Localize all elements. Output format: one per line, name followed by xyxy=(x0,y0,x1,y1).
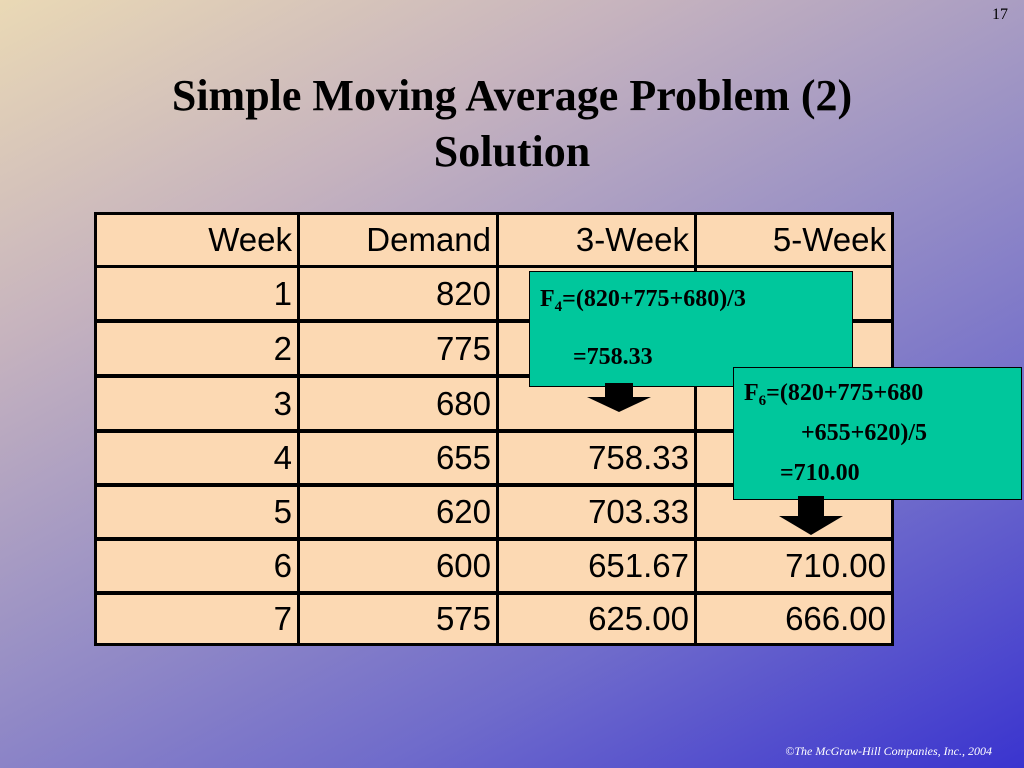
callout-3week-var: F xyxy=(540,286,555,312)
header-week: Week xyxy=(97,215,297,265)
title-line-2: Solution xyxy=(433,127,591,176)
cell-week: 2 xyxy=(97,323,297,374)
cell-5week: 666.00 xyxy=(697,595,891,643)
callout-5week-sub: 6 xyxy=(758,393,767,409)
cell-demand: 820 xyxy=(300,268,496,319)
callout-3week-expr: =(820+775+680)/3 xyxy=(562,286,746,312)
slide-title: Simple Moving Average Problem (2) Soluti… xyxy=(0,68,1024,180)
callout-5week-formula: F6=(820+775+680 +655+620)/5 =710.00 xyxy=(733,367,1022,500)
cell-week: 6 xyxy=(97,541,297,591)
cell-5week: 710.00 xyxy=(697,541,891,591)
cell-demand: 655 xyxy=(300,433,496,483)
cell-demand: 600 xyxy=(300,541,496,591)
callout-3week-result: =758.33 xyxy=(573,344,653,370)
callout-5week-var: F xyxy=(744,380,759,406)
page-number: 17 xyxy=(992,6,1008,23)
cell-demand: 575 xyxy=(300,595,496,643)
cell-week: 1 xyxy=(97,268,297,319)
cell-3week: 625.00 xyxy=(499,595,694,643)
callout-5week-formula-line-2: +655+620)/5 xyxy=(801,420,928,446)
cell-3week: 758.33 xyxy=(499,433,694,483)
header-demand: Demand xyxy=(300,215,496,265)
cell-week: 3 xyxy=(97,378,297,429)
cell-week: 7 xyxy=(97,595,297,643)
callout-5week-formula-line-1: F6=(820+775+680 xyxy=(744,380,923,410)
cell-demand: 620 xyxy=(300,487,496,537)
down-arrow-icon xyxy=(587,383,651,412)
callout-3week-formula-line: F4=(820+775+680)/3 xyxy=(540,286,746,316)
header-3week: 3-Week xyxy=(499,215,694,265)
header-5week: 5-Week xyxy=(697,215,891,265)
cell-demand: 680 xyxy=(300,378,496,429)
cell-demand: 775 xyxy=(300,323,496,374)
down-arrow-icon xyxy=(779,496,843,535)
callout-3week-sub: 4 xyxy=(554,299,563,315)
cell-week: 5 xyxy=(97,487,297,537)
cell-3week: 703.33 xyxy=(499,487,694,537)
callout-5week-result: =710.00 xyxy=(780,460,860,486)
cell-3week: 651.67 xyxy=(499,541,694,591)
copyright-footer: ©The McGraw-Hill Companies, Inc., 2004 xyxy=(785,744,992,758)
callout-5week-expr-1: =(820+775+680 xyxy=(766,380,924,406)
cell-week: 4 xyxy=(97,433,297,483)
title-line-1: Simple Moving Average Problem (2) xyxy=(171,71,853,120)
